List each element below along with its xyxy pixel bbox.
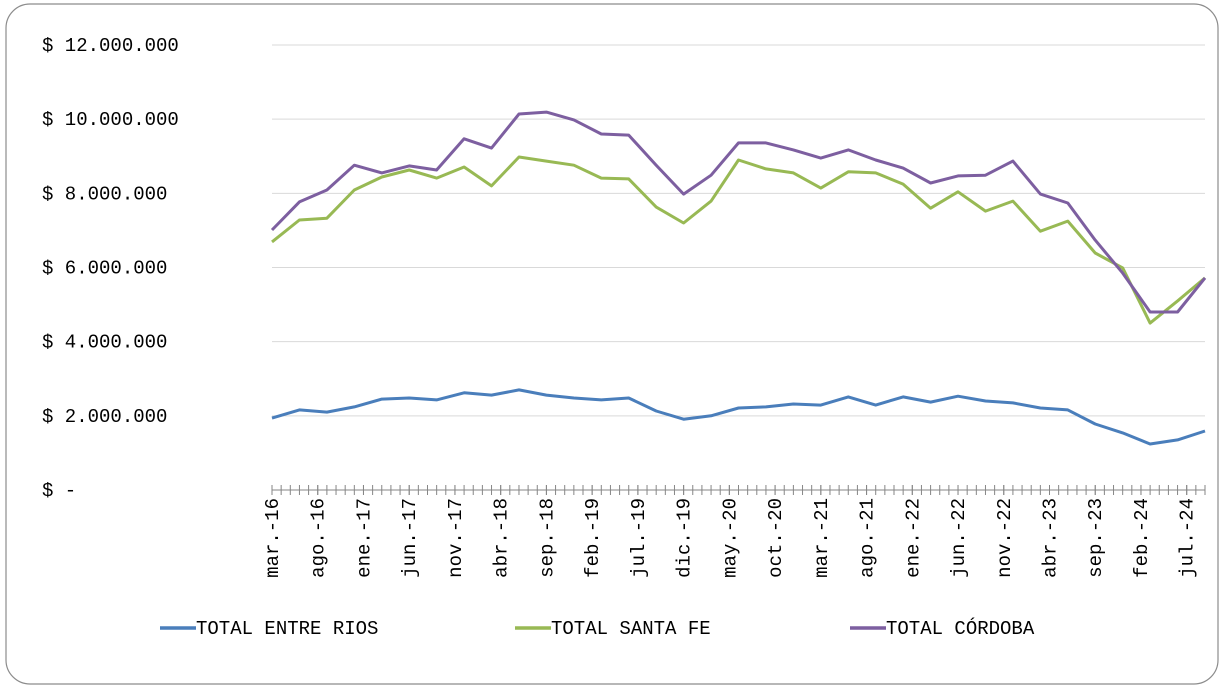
legend-label: TOTAL ENTRE RIOS — [196, 618, 378, 640]
x-tick-label: feb.-19 — [582, 498, 604, 578]
x-tick-label: sep.-23 — [1085, 498, 1107, 578]
x-tick-label: mar.-21 — [811, 498, 833, 578]
x-tick-label: dic.-19 — [674, 498, 696, 578]
x-tick-label: oct.-20 — [765, 498, 787, 578]
series-line — [270, 110, 1207, 314]
x-tick-label: jun.-22 — [948, 498, 970, 578]
x-tick-label: nov.-22 — [994, 498, 1016, 578]
x-tick-label: ene.-17 — [353, 498, 375, 578]
legend-label: TOTAL SANTA FE — [551, 618, 711, 640]
x-tick-label: ago.-21 — [857, 498, 879, 578]
y-tick-label: $ 2.000.000 — [42, 406, 167, 428]
legend-label: TOTAL CÓRDOBA — [886, 618, 1035, 640]
chart-border — [5, 3, 1219, 685]
x-tick-label: ago.-16 — [308, 498, 330, 578]
x-tick-label: feb.-24 — [1131, 498, 1153, 578]
x-tick-label: sep.-18 — [536, 498, 558, 578]
y-tick-label: $ 6.000.000 — [42, 258, 167, 280]
x-tick-label: may.-20 — [719, 498, 741, 578]
x-tick-label: ene.-22 — [902, 498, 924, 578]
y-tick-label: $ 8.000.000 — [42, 183, 167, 205]
y-tick-label: $ 10.000.000 — [42, 109, 179, 131]
series-line — [271, 388, 1206, 446]
x-tick-label: jul.-19 — [628, 498, 650, 578]
x-tick-label: abr.-23 — [1040, 498, 1062, 578]
x-tick-label: jul.-24 — [1177, 498, 1199, 578]
x-tick-label: jun.-17 — [399, 498, 421, 578]
y-tick-label: $ - — [42, 480, 76, 502]
y-tick-label: $ 4.000.000 — [42, 332, 167, 354]
x-tick-label: mar.-16 — [262, 498, 284, 578]
x-tick-label: nov.-17 — [445, 498, 467, 578]
x-tick-label: abr.-18 — [491, 498, 513, 578]
series-line — [271, 155, 1206, 325]
y-tick-label: $ 12.000.000 — [42, 35, 179, 57]
